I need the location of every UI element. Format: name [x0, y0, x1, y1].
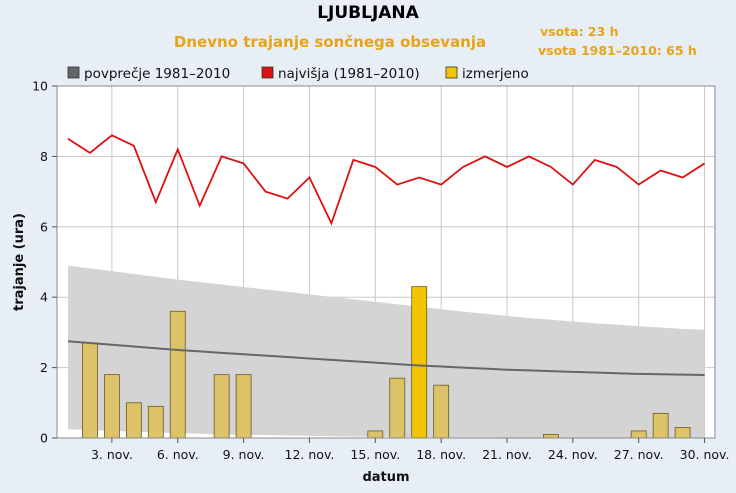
series-lines — [67, 134, 706, 376]
y-tick-label: 4 — [40, 290, 48, 305]
bar-measured — [104, 374, 120, 439]
y-tick-label: 8 — [40, 149, 48, 164]
line-average — [67, 340, 705, 376]
x-tick-label: 30. nov. — [680, 447, 730, 462]
legend: povprečje 1981–2010 najvišja (1981–2010)… — [67, 66, 529, 82]
x-tick-label: 3. nov. — [91, 447, 133, 462]
bar-measured — [367, 430, 384, 439]
sum-normal: vsota 1981–2010: 65 h — [538, 43, 697, 58]
legend-swatch-measured — [445, 66, 458, 79]
bar-measured — [674, 427, 691, 439]
bar-measured — [411, 286, 428, 439]
bar-measured — [389, 377, 406, 439]
x-axis-ticks: 3. nov. 6. nov. 9. nov. 12. nov. 15. nov. 18.… — [91, 438, 730, 462]
x-axis-label: datum — [362, 470, 409, 485]
bar-measured — [652, 412, 669, 439]
bar-measured — [125, 402, 142, 439]
bar-measured — [433, 384, 450, 439]
x-tick-label: 27. nov. — [614, 447, 664, 462]
y-tick-label: 2 — [40, 360, 48, 375]
x-tick-label: 15. nov. — [350, 447, 400, 462]
legend-swatch-average — [67, 66, 80, 79]
chart-subtitle: Dnevno trajanje sončnega obsevanja — [174, 33, 486, 51]
y-tick-label: 6 — [40, 219, 48, 234]
bar-measured — [213, 374, 230, 439]
line-max — [67, 134, 706, 226]
bar-measured — [147, 405, 164, 439]
bar-measured — [169, 310, 186, 439]
y-tick-label: 10 — [32, 79, 48, 94]
x-tick-label: 6. nov. — [157, 447, 199, 462]
x-tick-label: 24. nov. — [548, 447, 598, 462]
legend-swatch-max — [261, 66, 274, 79]
plot-frame — [56, 85, 716, 439]
sum-measured: vsota: 23 h — [540, 24, 619, 39]
x-tick-label: 18. nov. — [416, 447, 466, 462]
legend-label-average: povprečje 1981–2010 — [84, 66, 230, 82]
y-axis-label: trajanje (ura) — [12, 213, 27, 311]
bar-measured — [630, 430, 647, 439]
bar-measured — [543, 434, 559, 439]
bar-measured — [82, 342, 98, 439]
legend-label-measured: izmerjeno — [462, 66, 529, 82]
bar-measured — [235, 374, 252, 439]
x-tick-label: 12. nov. — [285, 447, 335, 462]
x-tick-label: 21. nov. — [482, 447, 532, 462]
x-tick-label: 9. nov. — [223, 447, 265, 462]
y-tick-label: 0 — [40, 431, 48, 446]
chart-title: LJUBLJANA — [317, 3, 419, 23]
legend-label-max: najvišja (1981–2010) — [278, 66, 420, 82]
y-axis-ticks: 0 2 4 6 8 10 — [32, 79, 57, 446]
